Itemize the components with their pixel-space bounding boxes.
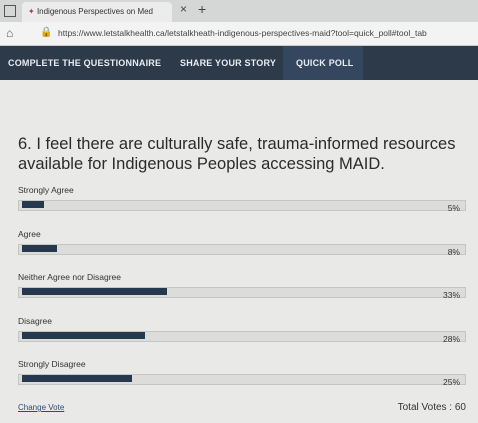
option-label: Neither Agree nor Disagree [18,272,122,282]
bar-track [18,374,466,385]
nav-bar [0,46,478,80]
new-tab[interactable]: + [198,1,207,17]
percent-label: 28% [442,333,460,344]
bar-track [18,287,466,298]
nav-item[interactable]: SHARE YOUR STORY [180,58,277,68]
bar [22,375,132,382]
nav-active-bg [283,46,363,80]
bar-track [18,243,466,255]
bar [22,288,167,295]
total-votes: Total Votes : 60 [397,402,466,413]
window-icon [4,5,16,17]
percent-label: 5% [447,203,460,213]
close-tab[interactable]: × [180,2,188,16]
bar-track [18,200,466,211]
percent-label: 8% [447,246,460,257]
bar-track [18,330,466,342]
option-label: Strongly Disagree [18,359,86,369]
option-label: Agree [18,228,41,239]
change-vote-link[interactable]: Change Vote [18,403,65,412]
poll-question: 6. I feel there are culturally safe, tra… [18,135,456,173]
option-label: Disagree [18,315,53,326]
lock-icon: 🔒 [40,27,53,38]
address-bar: ⌂ 🔒 https://www.letstalkhealth.ca/letsta… [0,22,478,46]
tab-title: Indigenous Perspectives on Med [36,7,154,16]
percent-label: 25% [442,377,460,387]
browser-tab[interactable]: ✦ Indigenous Perspectives on Med [22,2,172,22]
bar [22,244,58,252]
url[interactable]: https://www.letstalkhealth.ca/letstalkhe… [58,28,427,38]
bar [22,201,44,208]
tab-bar: ✦ Indigenous Perspectives on Med × + [0,0,478,22]
bar [22,331,145,339]
home-button[interactable]: ⌂ [6,26,14,40]
percent-label: 33% [442,290,460,300]
option-label: Strongly Agree [18,185,74,195]
nav-item[interactable]: QUICK POLL [296,58,354,68]
nav-item[interactable]: COMPLETE THE QUESTIONNAIRE [8,58,162,68]
